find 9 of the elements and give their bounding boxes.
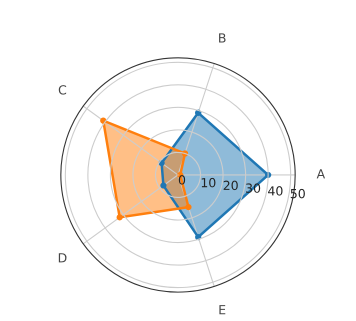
spoke-label: D — [58, 253, 66, 262]
spoke-label: C — [58, 85, 66, 95]
y-tick-label: 40 — [268, 186, 283, 196]
y-tick-label: 20 — [224, 180, 238, 190]
spoke-label: B — [219, 33, 226, 43]
y-tick-label: 30 — [246, 183, 260, 193]
spoke-label: A — [316, 169, 326, 178]
spoke-label: E — [219, 305, 226, 314]
y-tick-label: 10 — [202, 178, 216, 188]
